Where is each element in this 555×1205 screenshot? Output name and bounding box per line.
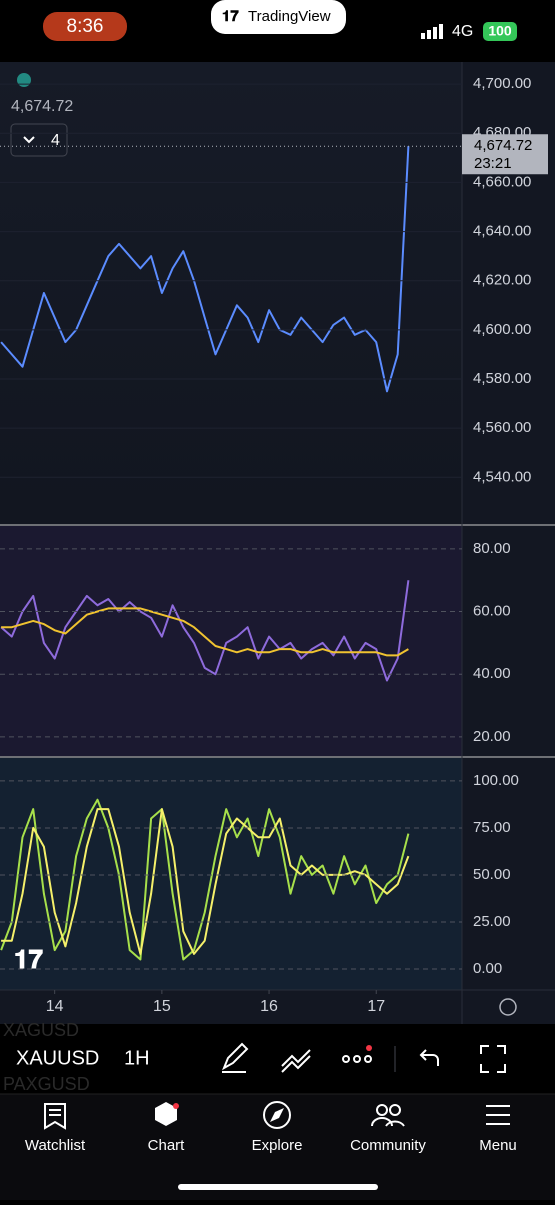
fullscreen-icon[interactable] [480, 1045, 506, 1073]
tab-label[interactable]: Watchlist [25, 1137, 86, 1154]
explore-icon [263, 1101, 291, 1129]
last-price-label: 4,674.72 [474, 137, 532, 154]
network: 4G [452, 23, 473, 40]
y-tick-label: 4,620.00 [473, 272, 531, 289]
interval[interactable]: 1H [124, 1047, 150, 1069]
series-line [0, 580, 410, 682]
last-price-box [462, 134, 548, 175]
tab-label[interactable]: Menu [479, 1137, 517, 1154]
app-badge: TradingView [248, 8, 331, 25]
symbol[interactable]: XAUUSD [16, 1047, 99, 1069]
battery-level: 100 [488, 23, 512, 39]
series-line [0, 798, 410, 961]
tab-label[interactable]: Chart [148, 1137, 186, 1154]
y-tick-label: 4,560.00 [473, 419, 531, 436]
series-line [0, 146, 410, 393]
tab-label[interactable]: Explore [252, 1137, 303, 1154]
y-tick-label: 75.00 [473, 819, 511, 836]
legend-value: 4,674.72 [11, 98, 73, 115]
y-tick-label: 25.00 [473, 913, 511, 930]
y-tick-label: 4,540.00 [473, 468, 531, 485]
y-tick-label: 100.00 [473, 772, 519, 789]
price-panel [0, 62, 462, 524]
indicator-toggle[interactable] [10, 123, 68, 157]
home-indicator [178, 1184, 378, 1190]
community-icon [371, 1104, 405, 1127]
chart-icon [155, 1102, 177, 1126]
menu-icon [486, 1105, 510, 1125]
x-tick-label: 15 [153, 998, 171, 1015]
countdown: 23:21 [474, 155, 512, 172]
plots [0, 146, 410, 961]
ghost-symbol: PAXGUSD [3, 1074, 90, 1094]
explore-needle [270, 1108, 284, 1122]
badge-dot [173, 1103, 179, 1109]
status-time: 8:36 [67, 16, 104, 37]
y-tick-label: 4,600.00 [473, 321, 531, 338]
y-tick-label: 40.00 [473, 665, 511, 682]
tv-logo: 𝟏𝟕 [222, 8, 239, 25]
app-badge-bg [211, 0, 346, 34]
series-line [1, 808, 410, 955]
y-tick-label: 0.00 [473, 960, 502, 977]
settings-icon[interactable] [499, 998, 517, 1016]
y-tick-label: 4,660.00 [473, 173, 531, 190]
indicators-icon[interactable] [281, 1049, 311, 1073]
badge-dot [366, 1045, 372, 1051]
watchlist-icon [44, 1103, 66, 1130]
y-tick-label: 4,640.00 [473, 223, 531, 240]
y-tick-label: 20.00 [473, 728, 511, 745]
x-tick-label: 17 [367, 998, 385, 1015]
x-tick-label: 16 [260, 998, 278, 1015]
battery [483, 22, 517, 41]
y-tick-label: 60.00 [473, 603, 511, 620]
draw-icon[interactable] [222, 1042, 249, 1073]
series-line [1, 607, 409, 657]
status-dot [17, 73, 31, 87]
ghost-symbol: XAGUSD [3, 1020, 79, 1040]
y-tick-label: 50.00 [473, 866, 511, 883]
chevron-icon [23, 136, 35, 144]
y-tick-label: 4,700.00 [473, 75, 531, 92]
tab-label[interactable]: Community [350, 1137, 426, 1154]
undo-icon[interactable] [419, 1049, 439, 1066]
time-pill [43, 12, 127, 41]
signal [421, 24, 443, 39]
indicator-count: 4 [51, 132, 60, 149]
more-icon[interactable] [342, 1055, 372, 1063]
stoch-panel [0, 758, 462, 990]
y-tick-label: 4,580.00 [473, 370, 531, 387]
toolbar [0, 1024, 555, 1094]
y-tick-label: 80.00 [473, 540, 511, 557]
x-tick-label: 14 [46, 998, 64, 1015]
